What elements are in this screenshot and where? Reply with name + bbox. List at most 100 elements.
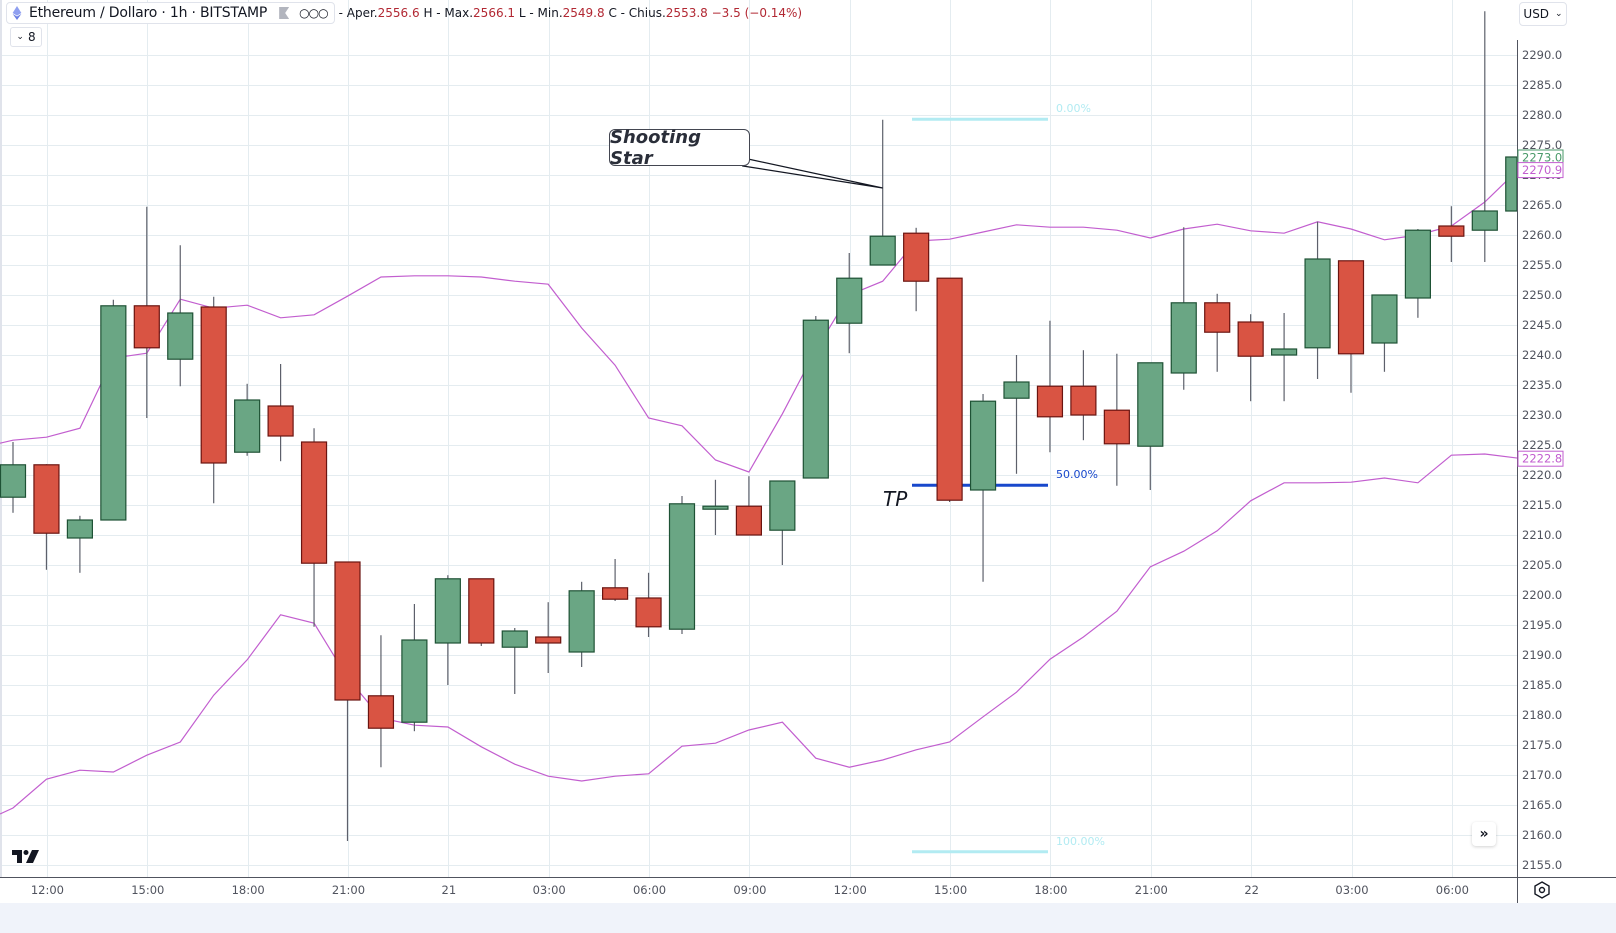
open-label: Aper. xyxy=(346,6,378,20)
candle[interactable] xyxy=(1371,294,1398,372)
currency-selector[interactable]: USD ⌄ xyxy=(1519,2,1567,26)
candle[interactable] xyxy=(568,581,595,667)
time-tick-label: 12:00 xyxy=(31,883,64,897)
candle-body xyxy=(903,232,930,282)
price-tick-label: 2155.0 xyxy=(1522,858,1562,872)
candle[interactable] xyxy=(635,572,662,637)
candle[interactable] xyxy=(936,277,963,502)
candle[interactable] xyxy=(735,476,763,536)
price-tick-label: 2175.0 xyxy=(1522,738,1562,752)
currency-label: USD xyxy=(1523,7,1550,21)
candle-body xyxy=(367,695,395,729)
candle-body xyxy=(100,305,127,521)
candle[interactable] xyxy=(969,394,997,582)
settings-icon[interactable] xyxy=(1532,880,1552,900)
svg-text:2270.9: 2270.9 xyxy=(1522,163,1562,177)
candle[interactable] xyxy=(1505,156,1519,212)
candle[interactable] xyxy=(1237,314,1264,402)
candle[interactable] xyxy=(1137,362,1164,490)
candle[interactable] xyxy=(1471,11,1498,262)
candle-body xyxy=(334,561,361,701)
time-tick-label: 18:00 xyxy=(232,883,265,897)
candle[interactable] xyxy=(1270,313,1298,402)
candle[interactable] xyxy=(1103,353,1130,486)
candle-body xyxy=(1371,294,1398,344)
candle[interactable] xyxy=(601,559,629,601)
candle[interactable] xyxy=(1337,260,1365,393)
scroll-to-realtime-button[interactable]: » xyxy=(1472,822,1496,846)
candle[interactable] xyxy=(167,245,194,387)
fib-level-label: 50.00% xyxy=(1056,468,1098,481)
candle[interactable] xyxy=(1170,227,1197,390)
price-tick-label: 2210.0 xyxy=(1522,528,1562,542)
high-label: H - Max. xyxy=(423,6,474,20)
candle-body xyxy=(1337,260,1365,355)
candle[interactable] xyxy=(234,383,261,456)
candle-body xyxy=(836,277,863,324)
candle-body xyxy=(1103,409,1130,445)
price-axis[interactable]: 2155.0 2160.0 2165.0 2170.0 2175.0 2180.0 2185… xyxy=(1517,0,1616,933)
chevron-down-icon: ⌄ xyxy=(16,32,24,42)
candle[interactable] xyxy=(501,628,528,694)
price-tick-label: 2230.0 xyxy=(1522,408,1562,422)
candle[interactable] xyxy=(300,428,328,627)
time-axis[interactable]: 12:00 15:00 18:00 21:00 21 03:00 06:00 09:00 12:… xyxy=(0,877,1616,933)
candle[interactable] xyxy=(133,206,160,418)
flag-icon[interactable] xyxy=(279,7,290,19)
candle[interactable] xyxy=(66,515,94,573)
price-tick-label: 2285.0 xyxy=(1522,78,1562,92)
indicators-toggle-button[interactable]: ⌄ 8 xyxy=(10,27,42,47)
candle[interactable] xyxy=(1438,206,1465,262)
more-dots-icon[interactable]: ○○○ xyxy=(299,6,328,20)
candle-body xyxy=(702,505,729,510)
candle[interactable] xyxy=(668,496,696,634)
price-tick-label: 2245.0 xyxy=(1522,318,1562,332)
candle[interactable] xyxy=(0,442,27,513)
callout-text: Shooting Star xyxy=(610,126,701,169)
candle[interactable] xyxy=(1204,293,1231,372)
candle-body xyxy=(468,578,495,644)
candle[interactable] xyxy=(1003,355,1030,474)
candle[interactable] xyxy=(535,602,562,673)
candle[interactable] xyxy=(200,296,227,504)
candle[interactable] xyxy=(434,575,461,685)
candle[interactable] xyxy=(334,561,361,841)
candle-body xyxy=(635,597,662,628)
shooting-star-callout[interactable]: Shooting Star xyxy=(609,126,750,169)
candle[interactable] xyxy=(1036,320,1064,453)
price-tick-label: 2215.0 xyxy=(1522,498,1562,512)
candle[interactable] xyxy=(100,299,127,521)
candle[interactable] xyxy=(836,253,863,354)
price-tick-label: 2165.0 xyxy=(1522,798,1562,812)
candle-body xyxy=(1170,302,1197,374)
symbol-selector[interactable]: Ethereum / Dollaro · 1h · BITSTAMP ○○○ xyxy=(6,2,335,24)
candle[interactable] xyxy=(1070,350,1097,441)
candle-body xyxy=(300,441,328,564)
candle-body xyxy=(167,312,194,360)
candle[interactable] xyxy=(903,227,930,312)
candle[interactable] xyxy=(1404,229,1432,318)
candle[interactable] xyxy=(33,464,60,570)
candlesticks xyxy=(0,11,1519,841)
candle[interactable] xyxy=(401,604,428,732)
price-tick-label: 2250.0 xyxy=(1522,288,1562,302)
candle[interactable] xyxy=(367,635,395,768)
tradingview-logo[interactable] xyxy=(12,848,44,864)
candle-body xyxy=(802,319,829,479)
candle-body xyxy=(133,305,160,349)
price-tick-label: 2225.0 xyxy=(1522,438,1562,452)
candle[interactable] xyxy=(802,316,829,479)
candle[interactable] xyxy=(468,578,495,646)
price-tick-label: 2180.0 xyxy=(1522,708,1562,722)
price-tick-label: 2240.0 xyxy=(1522,348,1562,362)
candle-body xyxy=(234,399,261,453)
candle[interactable] xyxy=(769,480,796,565)
candle-body xyxy=(869,235,896,266)
candle[interactable] xyxy=(702,479,729,535)
tp-label[interactable]: TP xyxy=(883,487,908,511)
candle[interactable] xyxy=(267,364,294,462)
high-value: 2566.1 xyxy=(473,6,516,20)
candle[interactable] xyxy=(869,119,896,266)
candle[interactable] xyxy=(1304,221,1331,379)
